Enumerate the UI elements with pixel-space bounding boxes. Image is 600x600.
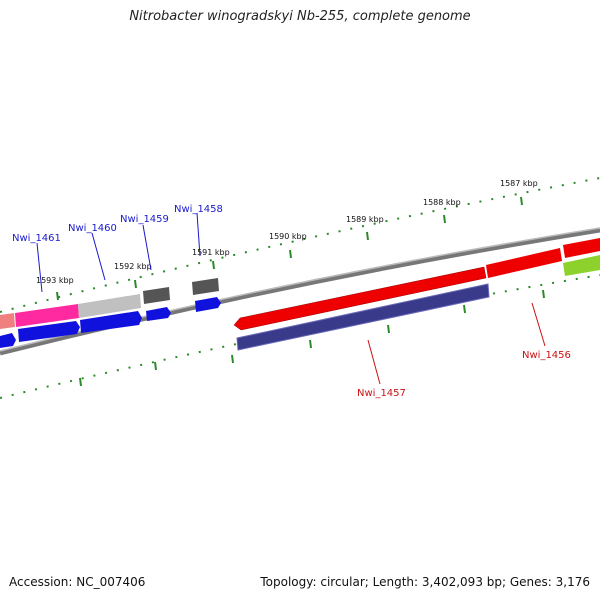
gene-feature-blue[interactable] <box>80 311 142 333</box>
kbp-label: 1589 kbp <box>346 215 384 224</box>
gene-feature-nwi-1458[interactable] <box>192 278 219 295</box>
gene-label-nwi-1457[interactable]: Nwi_1457 <box>357 388 406 399</box>
outer-tick-ring <box>0 177 600 313</box>
major-tick <box>366 231 369 241</box>
major-tick <box>463 304 466 314</box>
inner-tick-ring <box>0 274 600 399</box>
gene-feature-partial-green[interactable] <box>563 255 600 276</box>
gene-feature-blue[interactable] <box>146 307 171 321</box>
kbp-label: 1588 kbp <box>423 198 461 207</box>
label-leader <box>531 302 546 347</box>
gene-feature-partial-red[interactable] <box>563 238 600 258</box>
gene-feature-nwi-1460[interactable] <box>78 294 141 318</box>
label-leader <box>196 212 201 257</box>
gene-label-nwi-1458[interactable]: Nwi_1458 <box>174 204 223 215</box>
gene-feature-partial[interactable] <box>0 313 15 329</box>
gene-label-nwi-1459[interactable]: Nwi_1459 <box>120 214 169 225</box>
kbp-label: 1592 kbp <box>114 262 152 271</box>
major-tick <box>309 339 312 349</box>
major-tick <box>212 260 215 270</box>
gene-feature-nwi-1461[interactable] <box>15 304 79 327</box>
major-tick <box>443 214 446 224</box>
gene-feature-blue[interactable] <box>0 333 16 348</box>
gene-feature-blue[interactable] <box>18 321 80 342</box>
major-tick <box>154 361 157 371</box>
label-leader <box>367 339 381 385</box>
tick-dots <box>0 177 600 313</box>
major-tick <box>231 354 234 364</box>
kbp-label: 1591 kbp <box>192 248 230 257</box>
major-tick <box>520 196 523 206</box>
gene-label-nwi-1460[interactable]: Nwi_1460 <box>68 223 117 234</box>
label-leader <box>142 224 152 271</box>
major-tick <box>134 279 137 289</box>
major-tick <box>289 249 292 259</box>
accession-label: Accession: NC_007406 <box>9 575 146 589</box>
major-tick <box>542 289 545 299</box>
gene-label-nwi-1461[interactable]: Nwi_1461 <box>12 233 61 244</box>
major-tick <box>56 291 59 301</box>
major-tick <box>79 377 82 387</box>
genome-stats-label: Topology: circular; Length: 3,402,093 bp… <box>260 575 590 589</box>
gene-feature-nwi-1459[interactable] <box>143 287 170 304</box>
gene-label-nwi-1456[interactable]: Nwi_1456 <box>522 350 571 361</box>
label-leader <box>36 242 43 293</box>
major-tick <box>387 324 390 334</box>
map-title: Nitrobacter winogradskyi Nb-255, complet… <box>129 9 471 24</box>
gene-feature-nwi-1457[interactable] <box>233 266 487 331</box>
gene-feature-red-fwd[interactable] <box>486 248 562 278</box>
kbp-label: 1590 kbp <box>269 232 307 241</box>
gene-feature-nwi-1456[interactable] <box>236 283 490 351</box>
kbp-label: 1587 kbp <box>500 179 538 188</box>
label-leader <box>91 232 106 281</box>
kbp-label: 1593 kbp <box>36 276 74 285</box>
gene-feature-blue[interactable] <box>195 297 221 312</box>
